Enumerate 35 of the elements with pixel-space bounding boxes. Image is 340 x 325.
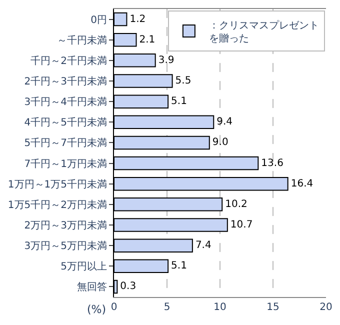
- y-tick-label: 3万円～5万円未満: [24, 240, 107, 252]
- x-tick-label: 5: [164, 302, 170, 313]
- data-label: 5.1: [171, 260, 187, 272]
- data-label: 16.4: [290, 178, 314, 190]
- data-label: 9.4: [216, 116, 233, 128]
- legend-label: ：クリスマスプレゼントを贈った: [208, 19, 319, 44]
- y-tick-label: 1万円～1万5千円未満: [8, 178, 107, 190]
- y-tick-label: 千円～2千円未満: [30, 54, 107, 67]
- y-tick-label: ～千円未満: [57, 34, 107, 46]
- x-tick-label: 10: [214, 302, 226, 313]
- data-label: 7.4: [195, 240, 212, 252]
- data-label: 5.5: [175, 76, 192, 86]
- y-tick-label: 5千円～7千円未満: [24, 137, 107, 150]
- y-tick-label: 0円: [90, 14, 107, 26]
- y-tick-label: 無回答: [77, 281, 107, 294]
- data-label: 10.2: [225, 198, 248, 210]
- data-label: 13.6: [261, 158, 284, 169]
- data-label: 3.9: [158, 54, 174, 66]
- data-label: 5.1: [171, 96, 187, 108]
- data-label: 1.2: [130, 14, 146, 25]
- y-tick-label: 3千円～4千円未満: [24, 96, 107, 108]
- y-tick-label: 4千円～5千円未満: [24, 116, 107, 129]
- y-tick-label: 2万円～3万円未満: [24, 220, 107, 232]
- y-tick-label: 1万5千円～2万円未満: [8, 198, 107, 211]
- y-tick-label: 2千円～3千円未満: [24, 76, 107, 88]
- data-label: 0.3: [120, 281, 136, 292]
- x-axis-title: (%): [87, 303, 106, 316]
- x-tick-label: 15: [266, 302, 280, 313]
- x-tick-label: 20: [320, 302, 332, 313]
- x-tick-label: 0: [110, 302, 118, 313]
- y-tick-label: 7千円～1万円未満: [24, 158, 107, 170]
- y-tick-label: 5万円以上: [60, 260, 107, 273]
- data-label: 10.7: [230, 220, 253, 230]
- data-label: 9.0: [212, 137, 228, 148]
- data-label: 2.1: [139, 34, 156, 46]
